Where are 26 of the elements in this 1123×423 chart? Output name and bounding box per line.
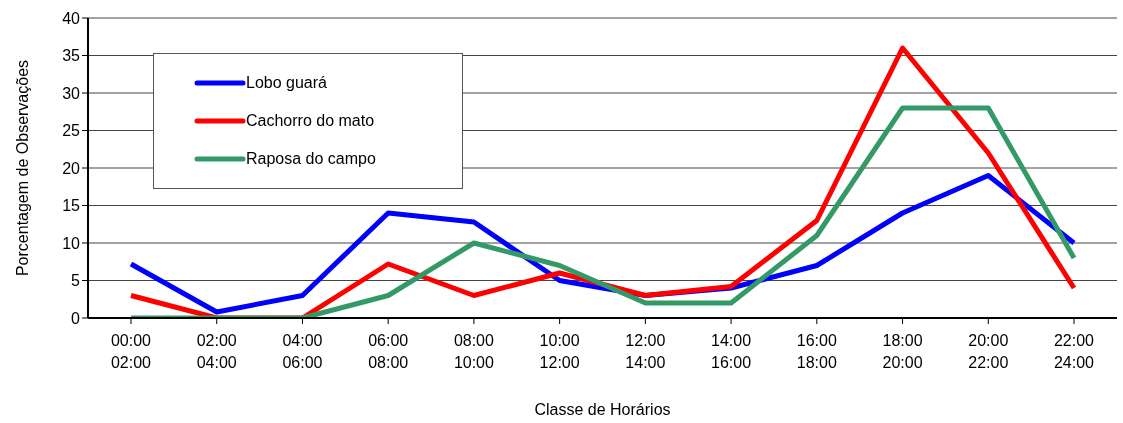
x-tick-label: 18:00 20:00	[882, 332, 923, 371]
y-tick-label: 20	[62, 159, 81, 177]
x-tick-label: 14:00 16:00	[711, 332, 752, 371]
legend-label: Raposa do campo	[246, 150, 376, 168]
x-tick-label: 12:00 14:00	[625, 332, 666, 371]
legend-label: Lobo guará	[246, 74, 327, 92]
y-tick-label: 25	[62, 122, 81, 140]
legend-label: Cachorro do mato	[246, 112, 375, 130]
x-tick-label: 16:00 18:00	[796, 332, 837, 371]
y-tick-label: 40	[62, 9, 81, 27]
x-tick-label: 08:00 10:00	[453, 332, 495, 371]
x-tick-label: 06:00 08:00	[368, 332, 409, 371]
x-tick-label: 10:00 12:00	[539, 332, 580, 371]
x-axis-title: Classe de Horários	[534, 401, 671, 418]
y-tick-label: 10	[62, 234, 81, 252]
y-axis-title: Porcentagem de Observações	[13, 59, 31, 277]
y-tick-label: 35	[62, 47, 81, 65]
y-tick-label: 30	[62, 84, 81, 102]
x-tick-label: 00:00 02:00	[110, 332, 152, 371]
y-tick-label: 15	[62, 197, 81, 215]
x-tick-label: 22:00 24:00	[1053, 332, 1095, 371]
x-tick-label: 04:00 06:00	[282, 332, 323, 371]
y-tick-label: 5	[71, 272, 81, 290]
y-tick-label: 0	[71, 309, 81, 327]
x-tick-label: 20:00 22:00	[968, 332, 1009, 371]
x-tick-label: 02:00 04:00	[196, 332, 237, 371]
